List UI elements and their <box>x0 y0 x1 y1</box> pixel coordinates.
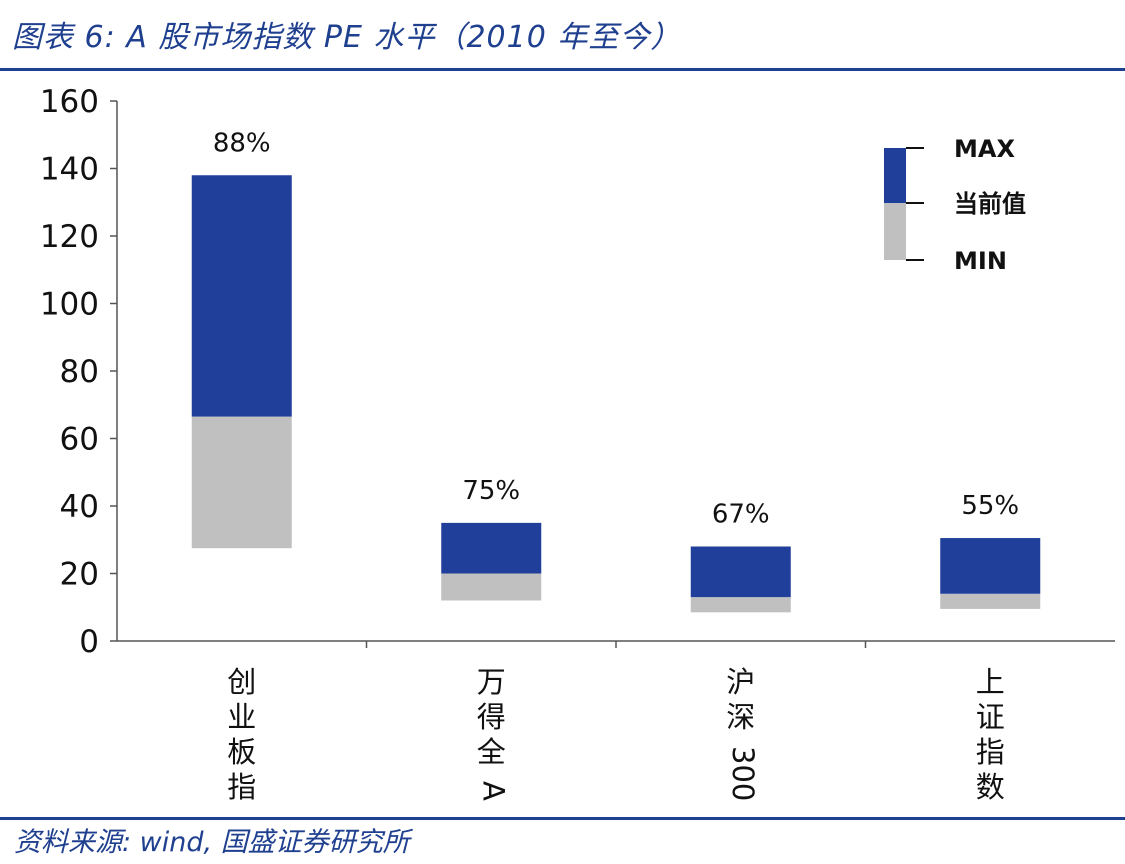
category-label-char: 数 <box>976 770 1005 804</box>
legend: MAX 当前值 MIN <box>884 135 1026 275</box>
y-tick-label: 100 <box>40 287 99 323</box>
bar-lower-segment <box>441 573 542 601</box>
bar-lower-segment <box>690 597 791 613</box>
y-tick-label: 160 <box>40 84 99 120</box>
legend-entry: MAX <box>954 135 1015 163</box>
y-tick-label: 40 <box>60 489 99 525</box>
source-note: 资料来源: wind, 国盛证券研究所 <box>14 827 410 858</box>
category-label-char: 证 <box>976 700 1005 734</box>
category-label-char: 上 <box>976 665 1005 699</box>
bar-upper-segment <box>191 175 292 417</box>
category-label-char: 万 <box>477 665 506 699</box>
category-label-char: 得 <box>477 700 506 734</box>
bar-upper-segment <box>690 546 791 598</box>
category-label-char: 指 <box>227 770 256 804</box>
y-tick-label: 120 <box>40 219 99 255</box>
category-label-char: 业 <box>227 700 256 734</box>
top-rule <box>0 68 1125 71</box>
category-label-char: 深 <box>726 700 755 734</box>
percentile-label: 75% <box>462 476 520 506</box>
bars <box>191 175 1041 613</box>
bottom-rule <box>0 817 1125 820</box>
percentile-label: 67% <box>712 500 770 530</box>
y-tick-label: 60 <box>60 422 99 458</box>
y-tick-label: 140 <box>40 152 99 188</box>
legend-entry: MIN <box>954 247 1007 275</box>
category-label-char: 沪 <box>726 665 755 699</box>
category-label-rotated: A <box>476 781 510 801</box>
y-tick-label: 0 <box>79 624 99 660</box>
category-label-char: 全 <box>477 735 506 769</box>
bar-upper-segment <box>441 522 542 574</box>
category-label-char: 创 <box>227 665 256 699</box>
y-tick-label: 20 <box>60 557 99 593</box>
legend-entry: 当前值 <box>954 190 1026 218</box>
percentile-label: 88% <box>213 128 271 158</box>
bar-lower-segment <box>940 593 1041 609</box>
legend-lower-swatch <box>884 203 906 260</box>
category-label-char: 板 <box>227 735 256 769</box>
percentile-label: 55% <box>961 491 1019 521</box>
category-label-rotated: 300 <box>726 746 760 801</box>
category-label-char: 指 <box>976 735 1005 769</box>
legend-upper-swatch <box>884 148 906 203</box>
y-tick-label: 80 <box>60 354 99 390</box>
axes: 0 20 40 60 80 100 120 140 160 <box>40 84 1115 660</box>
bar-lower-segment <box>191 416 292 549</box>
bar-upper-segment <box>940 538 1041 594</box>
chart-title: 图表 6: A 股市场指数 PE 水平（2010 年至今） <box>12 20 682 55</box>
